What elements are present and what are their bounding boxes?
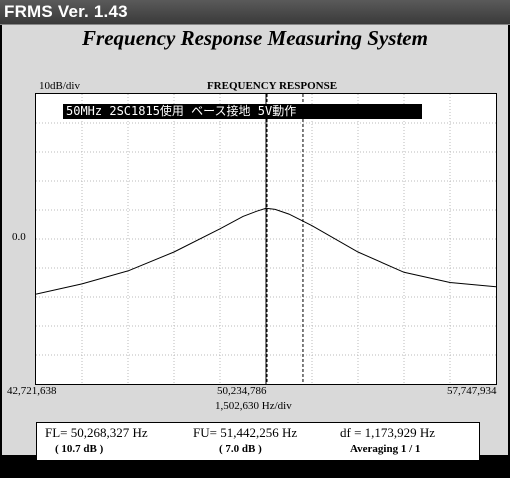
title-bar[interactable]: FRMS Ver. 1.43: [0, 0, 510, 25]
fl-db-readout: ( 10.7 dB ): [55, 443, 104, 455]
y-scale-label: 10dB/div: [39, 80, 80, 92]
x-center-label: 50,234,786: [217, 385, 267, 397]
measurement-banner: 50MHz 2SC1815使用 ベース接地 5V動作: [63, 104, 422, 119]
main-heading: Frequency Response Measuring System: [82, 26, 428, 50]
app-title: FRMS Ver. 1.43: [4, 2, 128, 21]
response-curve: [36, 207, 496, 295]
x-division-label: 1,502,630 Hz/div: [215, 400, 292, 412]
plot-area[interactable]: 50MHz 2SC1815使用 ベース接地 5V動作: [35, 93, 497, 385]
x-start-label: 42,721,638: [7, 385, 57, 397]
x-end-label: 57,747,934: [447, 385, 497, 397]
df-readout: df = 1,173,929 Hz: [340, 425, 436, 440]
results-box: FL= 50,268,327 Hz ( 10.7 dB ) FU= 51,442…: [36, 422, 480, 461]
main-panel: Frequency Response Measuring System 10dB…: [2, 25, 508, 478]
fu-readout: FU= 51,442,256 Hz: [193, 425, 298, 440]
copyright-notice: Copyright 2001 T.UEBO/ JF3HZB, All right…: [238, 466, 482, 478]
response-chart: [36, 94, 496, 384]
chart-title: FREQUENCY RESPONSE: [206, 80, 338, 92]
averaging-readout: Averaging 1 / 1: [350, 443, 421, 455]
fl-readout: FL= 50,268,327 Hz: [45, 425, 148, 440]
reference-level-label: 0.0: [12, 231, 26, 243]
fu-db-readout: ( 7.0 dB ): [219, 443, 262, 455]
